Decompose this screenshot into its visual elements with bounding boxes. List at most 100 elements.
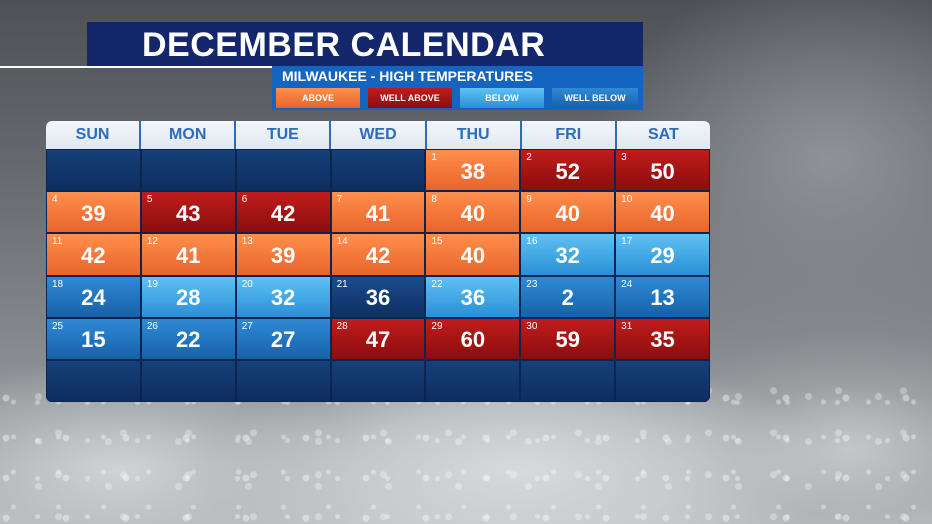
empty-cell <box>46 149 141 192</box>
high-temperature: 29 <box>650 242 675 268</box>
day-cells: 1 38 2 52 3 50 4 39 5 43 6 42 7 41 8 40 9 40 10 40 11 42 12 41 1… <box>46 149 710 402</box>
day-cell: 17 29 <box>615 233 710 276</box>
high-temperature: 15 <box>81 327 106 353</box>
weekday-tue: TUE <box>236 121 332 149</box>
day-cell: 21 36 <box>330 275 426 318</box>
day-cell: 27 27 <box>235 317 331 360</box>
high-temperature: 42 <box>365 242 391 268</box>
day-number: 3 <box>621 152 627 163</box>
high-temperature: 24 <box>81 285 106 311</box>
high-temperature: 40 <box>650 200 675 226</box>
day-cell: 30 59 <box>520 317 616 360</box>
day-number: 8 <box>431 194 437 206</box>
weekday-sun: SUN <box>46 121 142 149</box>
day-number: 12 <box>146 236 158 248</box>
high-temperature: 13 <box>650 285 675 311</box>
day-number: 18 <box>52 278 64 290</box>
day-cell: 16 32 <box>520 233 616 276</box>
day-number: 25 <box>52 320 64 332</box>
day-cell: 7 41 <box>330 191 426 234</box>
high-temperature: 47 <box>365 327 391 353</box>
day-cell: 1 38 <box>425 149 521 192</box>
high-temperature: 38 <box>460 158 486 184</box>
day-number: 17 <box>621 236 633 248</box>
day-cell: 4 39 <box>46 191 141 234</box>
day-number: 28 <box>336 320 348 332</box>
day-number: 4 <box>52 194 58 206</box>
title-underline <box>0 66 275 68</box>
legend-above: ABOVE <box>276 88 360 108</box>
day-number: 14 <box>336 236 348 248</box>
day-cell: 28 47 <box>330 317 426 360</box>
day-number: 20 <box>241 278 253 290</box>
day-cell: 15 40 <box>425 233 521 276</box>
weekday-sat: SAT <box>648 126 679 143</box>
legend-below: BELOW <box>460 88 544 108</box>
day-number: 27 <box>241 320 253 332</box>
day-cell: 22 36 <box>425 275 521 318</box>
high-temperature: 43 <box>176 200 201 226</box>
empty-cell <box>140 359 236 402</box>
high-temperature: 32 <box>270 285 296 311</box>
day-number: 13 <box>241 236 253 248</box>
empty-cell <box>330 149 426 192</box>
weekday-fri: FRI <box>522 121 617 149</box>
day-cell: 11 42 <box>46 233 141 276</box>
day-cell: 13 39 <box>235 233 331 276</box>
day-number: 26 <box>146 320 158 332</box>
day-cell: 12 41 <box>140 233 236 276</box>
day-cell: 10 40 <box>615 191 710 234</box>
day-number: 30 <box>526 320 538 332</box>
high-temperature: 60 <box>460 327 486 353</box>
high-temperature: 40 <box>555 200 580 226</box>
high-temperature: 39 <box>270 242 296 268</box>
empty-cell <box>235 149 331 192</box>
day-number: 19 <box>146 278 158 290</box>
day-cell: 5 43 <box>140 191 236 234</box>
empty-cell <box>140 149 236 192</box>
page-title: DECEMBER CALENDAR <box>142 26 546 64</box>
day-number: 10 <box>621 194 633 206</box>
day-cell: 29 60 <box>425 317 521 360</box>
day-number: 24 <box>621 278 633 290</box>
day-cell: 9 40 <box>520 191 616 234</box>
high-temperature: 40 <box>460 200 486 226</box>
empty-cell <box>520 359 616 402</box>
empty-cell <box>615 359 710 402</box>
day-cell: 2 52 <box>520 149 616 192</box>
high-temperature: 41 <box>176 242 201 268</box>
day-number: 22 <box>431 278 443 290</box>
high-temperature: 22 <box>176 327 201 353</box>
day-cell: 18 24 <box>46 275 141 318</box>
day-number: 1 <box>431 152 437 163</box>
day-number: 7 <box>336 194 343 206</box>
day-number: 11 <box>52 236 63 248</box>
empty-cell <box>235 359 331 402</box>
day-number: 29 <box>431 320 443 332</box>
day-cell: 23 2 <box>520 275 616 318</box>
day-cell: 31 35 <box>615 317 710 360</box>
high-temperature: 32 <box>555 242 580 268</box>
day-cell: 26 22 <box>140 317 236 360</box>
high-temperature: 36 <box>365 285 391 311</box>
subtitle: MILWAUKEE - HIGH TEMPERATURES <box>282 68 533 84</box>
empty-cell <box>46 359 141 402</box>
empty-cell <box>425 359 521 402</box>
day-cell: 14 42 <box>330 233 426 276</box>
day-number: 15 <box>431 236 443 248</box>
day-cell: 6 42 <box>235 191 331 234</box>
day-number: 6 <box>241 194 248 206</box>
legend-well-above: WELL ABOVE <box>368 88 452 108</box>
day-cell: 8 40 <box>425 191 521 234</box>
day-number: 9 <box>526 194 532 206</box>
high-temperature: 42 <box>270 200 296 226</box>
high-temperature: 2 <box>561 285 574 311</box>
high-temperature: 50 <box>650 158 675 184</box>
legend-well-below: WELL BELOW <box>552 88 638 108</box>
high-temperature: 36 <box>460 285 486 311</box>
day-number: 5 <box>146 194 153 206</box>
day-number: 31 <box>621 320 633 332</box>
day-number: 21 <box>336 278 348 290</box>
high-temperature: 27 <box>270 327 296 353</box>
high-temperature: 28 <box>176 285 201 311</box>
